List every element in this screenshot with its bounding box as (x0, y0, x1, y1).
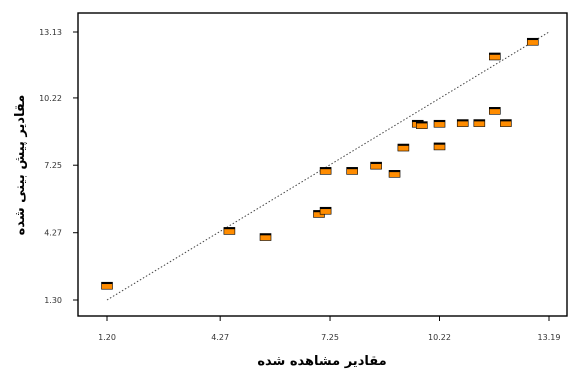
plot-frame (77, 12, 568, 317)
data-point (101, 281, 113, 290)
y-axis-title: مقادیر پیش بینی شده (13, 95, 28, 236)
data-point (370, 161, 382, 170)
data-point (433, 119, 446, 128)
y-tick-label: 13.13 (39, 28, 62, 37)
data-point (473, 119, 486, 127)
data-point (388, 170, 401, 178)
data-point (456, 119, 469, 127)
data-point (489, 107, 501, 115)
y-tick-label: 4.27 (44, 229, 62, 238)
data-point (526, 37, 539, 46)
data-point (319, 167, 332, 175)
y-axis-ticks: 1.30 4.27 7.25 10.22 13.13 (39, 28, 78, 305)
data-point (319, 206, 332, 215)
data-point (489, 52, 501, 61)
x-axis-ticks: 1.20 4.27 7.25 10.22 13.19 (98, 316, 560, 342)
x-tick-label: 4.27 (211, 333, 229, 342)
x-tick-label: 7.25 (321, 333, 339, 342)
trend-line (106, 31, 550, 301)
y-tick-label: 10.22 (39, 94, 62, 103)
data-point (416, 121, 428, 129)
data-point (500, 119, 512, 127)
data-point (397, 143, 410, 152)
data-points (101, 37, 539, 290)
y-tick-label: 7.25 (44, 161, 62, 170)
y-tick-label: 1.30 (44, 296, 62, 305)
data-point (223, 227, 236, 235)
data-point (433, 142, 446, 151)
x-tick-label: 13.19 (538, 333, 561, 342)
data-point (346, 167, 358, 175)
x-tick-label: 10.22 (428, 333, 451, 342)
data-point (259, 233, 272, 241)
x-axis-title: مقادیر مشاهده شده (257, 354, 386, 369)
x-tick-label: 1.20 (98, 333, 116, 342)
